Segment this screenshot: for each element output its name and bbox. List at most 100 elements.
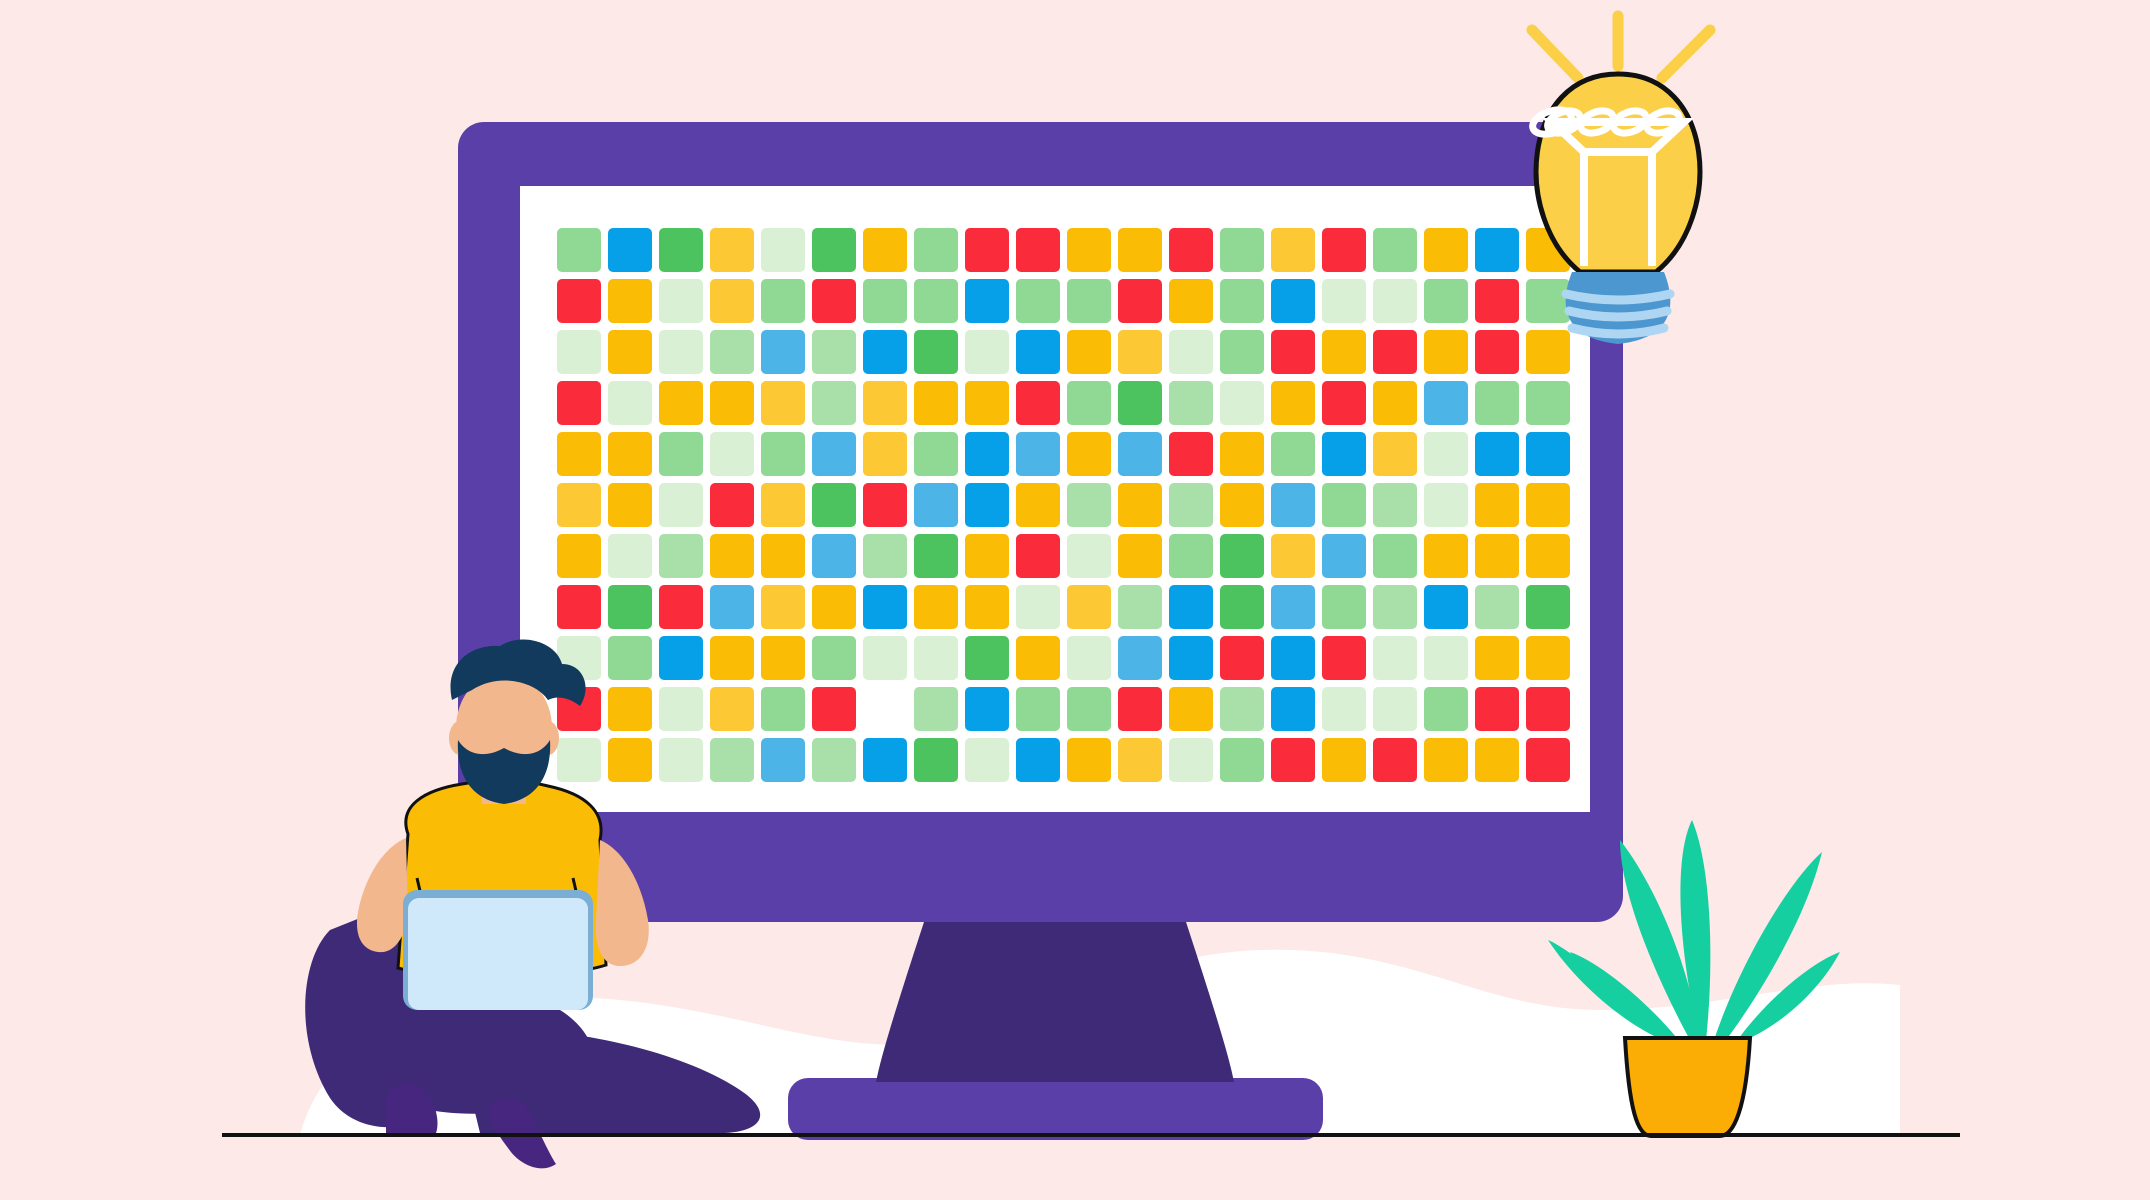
grid-cell <box>761 228 805 272</box>
grid-cell <box>1220 738 1264 782</box>
grid-cell <box>659 687 703 731</box>
grid-cell <box>965 432 1009 476</box>
grid-cell <box>710 738 754 782</box>
grid-cell <box>1169 330 1213 374</box>
grid-cell <box>812 279 856 323</box>
grid-cell <box>1016 483 1060 527</box>
grid-cell <box>965 483 1009 527</box>
grid-cell <box>761 330 805 374</box>
grid-cell <box>1220 687 1264 731</box>
grid-cell <box>914 228 958 272</box>
grid-cell <box>812 228 856 272</box>
grid-cell <box>863 330 907 374</box>
grid-cell <box>1271 483 1315 527</box>
grid-cell <box>1067 381 1111 425</box>
grid-cell <box>863 432 907 476</box>
grid-cell <box>1373 432 1417 476</box>
grid-cell <box>1016 330 1060 374</box>
grid-cell <box>1526 279 1570 323</box>
person-ear-left <box>449 721 471 755</box>
grid-cell <box>1169 483 1213 527</box>
grid-cell <box>557 228 601 272</box>
plant-leaf <box>1680 820 1711 1040</box>
grid-cell <box>812 636 856 680</box>
grid-cell <box>914 687 958 731</box>
grid-cell <box>1373 738 1417 782</box>
grid-cell <box>1373 534 1417 578</box>
grid-cell <box>1475 738 1519 782</box>
grid-cell <box>1373 687 1417 731</box>
grid-cell <box>710 585 754 629</box>
grid-cell <box>710 279 754 323</box>
grid-cell <box>1424 228 1468 272</box>
grid-cell <box>1322 636 1366 680</box>
grid-cell <box>659 381 703 425</box>
grid-cell <box>659 585 703 629</box>
grid-cell <box>1475 534 1519 578</box>
grid-cell <box>1118 636 1162 680</box>
grid-cell <box>761 738 805 782</box>
grid-cell <box>608 432 652 476</box>
grid-cell <box>1424 687 1468 731</box>
grid-cell <box>1169 534 1213 578</box>
grid-cell <box>1067 279 1111 323</box>
grid-cell <box>608 330 652 374</box>
plant-pot <box>1622 1036 1753 1138</box>
bulb-filament-stems <box>1580 148 1656 266</box>
grid-cell <box>914 636 958 680</box>
grid-cell <box>1169 585 1213 629</box>
ray-right <box>1656 24 1716 84</box>
grid-cell <box>1322 381 1366 425</box>
grid-cell <box>1373 279 1417 323</box>
grid-cell <box>863 228 907 272</box>
grid-cell <box>812 483 856 527</box>
grid-cell <box>1016 687 1060 731</box>
grid-cell <box>914 279 958 323</box>
person-left-arm <box>356 838 408 953</box>
bulb-glass <box>1533 71 1703 275</box>
bulb-base-ring <box>1561 289 1675 305</box>
bulb-base-ring <box>1564 306 1672 322</box>
grid-cell <box>761 381 805 425</box>
plant-group <box>1548 820 1840 1138</box>
grid-cell <box>557 279 601 323</box>
grid-cell <box>1424 432 1468 476</box>
grid-cell <box>1016 585 1060 629</box>
grid-cell <box>1424 636 1468 680</box>
grid-cell <box>1067 534 1111 578</box>
grid-cell <box>1322 228 1366 272</box>
grid-cell <box>812 687 856 731</box>
grid-cell <box>1424 483 1468 527</box>
grid-cell <box>1373 483 1417 527</box>
grid-cell <box>659 330 703 374</box>
grid-cell <box>1424 330 1468 374</box>
plant-leaf <box>1736 952 1840 1042</box>
grid-cell <box>1118 279 1162 323</box>
grid-cell <box>710 330 754 374</box>
bulb-filament-holder <box>1541 118 1695 156</box>
grid-cell <box>608 279 652 323</box>
grid-cell <box>557 483 601 527</box>
grid-cell <box>965 381 1009 425</box>
grid-cell <box>1475 432 1519 476</box>
grid-cell <box>608 585 652 629</box>
grid-cell <box>1016 738 1060 782</box>
grid-cell <box>761 687 805 731</box>
grid-cell <box>1424 279 1468 323</box>
grid-cell <box>1118 432 1162 476</box>
grid-cell <box>659 228 703 272</box>
grid-cell <box>1526 534 1570 578</box>
grid-cell <box>1067 585 1111 629</box>
grid-cell <box>1169 738 1213 782</box>
grid-cell <box>1475 585 1519 629</box>
grid-cell <box>1526 483 1570 527</box>
grid-cell <box>1271 534 1315 578</box>
grid-cell <box>1169 432 1213 476</box>
grid-cell <box>812 534 856 578</box>
grid-cell <box>710 381 754 425</box>
grid-cell <box>1475 381 1519 425</box>
grid-cell <box>1118 738 1162 782</box>
grid-cell <box>965 738 1009 782</box>
